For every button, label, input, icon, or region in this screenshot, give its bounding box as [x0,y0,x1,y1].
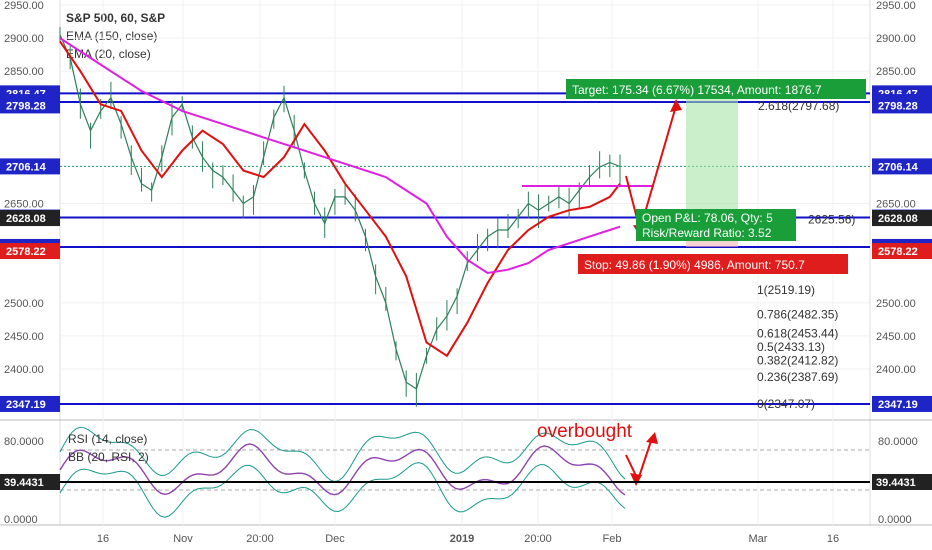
axis-badge-right-bg [872,210,932,227]
fib-layer: 2.618(2797.68) 2625.56) 1(2519.19) 0.786(24… [757,99,855,411]
rsi-tick-0-right: 0.0000 [878,514,912,526]
symbol-title: S&P 500, 60, S&P [66,11,165,25]
axis-badge: 2578.22 2578.22 [0,243,932,260]
bb-lower [59,462,626,518]
axis-badge-right-bg [872,158,932,175]
x-tick-label: 20:00 [524,533,552,545]
time-axis[interactable]: 16 Nov 20:00 Dec 2019 20:00 Feb Mar 16 [97,533,839,545]
level-badge-left: 2347.19 [6,399,46,411]
fib-label: 0.236(2387.69) [757,370,838,384]
y-tick-right: 2400.00 [876,364,916,376]
axis-badge-left: 2706.14 [6,161,47,173]
axis-badge-right: 2798.28 [878,100,918,112]
bb-upper [59,426,626,483]
axis-badge-right-bg [872,97,932,114]
axis-badge-left: 2798.28 [6,100,46,112]
y-tick-left: 2850.00 [4,66,44,78]
axis-badge-left-bg [0,97,60,114]
rsi-layer [59,426,870,518]
rsi-tick-0-left: 0.0000 [4,514,38,526]
rsi-line [59,443,626,496]
target-box[interactable]: Target: 175.34 (6.67%) 17534, Amount: 18… [566,79,866,99]
axis-badge-left: 2578.22 [6,246,46,258]
fib-label: 1(2519.19) [757,283,815,297]
bb-legend: BB (20, RSI, 2) [68,450,149,464]
y-tick-right: 2500.00 [876,298,916,310]
y-tick-right: 2450.00 [876,331,916,343]
axis-badge: 2798.28 2798.28 [0,97,932,114]
y-tick-right: 2950.00 [876,0,916,12]
target-zone [686,98,738,215]
level-badge: 2347.19 2347.19 [0,395,932,412]
stop-box[interactable]: Stop: 49.86 (1.90%) 4986, Amount: 750.7 [578,254,848,274]
open-pnl-text: Open P&L: 78.06, Qty: 5 [642,211,773,225]
level-badge-right: 2347.19 [878,399,918,411]
ema20-legend: EMA (20, close) [66,47,151,61]
rsi-current-badge-left[interactable]: 39.4431 [0,474,60,490]
axis-badge-right: 2706.14 [878,161,919,173]
x-tick-label: 20:00 [246,533,274,545]
x-tick-label: 16 [827,533,839,545]
axis-badge-right: 2628.08 [878,213,918,225]
ema150-legend: EMA (150, close) [66,29,157,43]
price-series [59,34,621,390]
rsi-arrow-up-icon [646,432,658,444]
axis-badge-left: 2628.08 [6,213,46,225]
x-tick-label: 2019 [450,533,474,545]
fib-label: 2.618(2797.68) [758,99,839,113]
y-tick-left: 2650.00 [4,199,44,211]
fib-label: 0.618(2453.44) [757,327,838,341]
fib-label: 2625.56) [808,213,855,227]
rsi-arrow-down-icon [630,473,642,486]
fib-label: 0.786(2482.35) [757,307,838,321]
axis-badge: 2628.08 2628.08 [0,210,932,227]
axis-badge-right: 2578.22 [878,246,918,258]
axis-badge-left-bg [0,210,60,227]
y-tick-left: 2950.00 [4,0,44,12]
stop-text: Stop: 49.86 (1.90%) 4986, Amount: 750.7 [584,258,805,272]
x-tick-label: Dec [325,533,345,545]
axis-badge-right-bg [872,243,932,260]
fib-label: 0.382(2412.82) [757,354,838,368]
level-badge-right-bg [872,395,932,412]
ema20-series [59,40,621,358]
fib-label: 0(2347.07) [757,397,815,411]
overbought-label: overbought [537,421,633,442]
risk-reward-text: Risk/Reward Ratio: 3.52 [642,226,772,240]
rsi-legend: RSI (14, close) [68,432,147,446]
axis-badge-left-bg [0,158,60,175]
y-tick-left: 2400.00 [4,364,44,376]
y-tick-right: 2650.00 [876,199,916,211]
rsi-current-left-text: 39.4431 [4,477,44,489]
y-tick-right: 2900.00 [876,33,916,45]
x-tick-label: 16 [97,533,109,545]
rsi-current-right-text: 39.4431 [876,477,916,489]
projection-arrow-up-icon [670,99,682,112]
x-tick-label: Nov [173,533,193,545]
y-tick-left: 2500.00 [4,298,44,310]
price-badges: 2816.472816.472803.422803.422628.842628.… [0,85,932,412]
y-tick-left: 2450.00 [4,331,44,343]
axis-badge-left-bg [0,243,60,260]
rsi-tick-80-right: 80.0000 [878,436,918,448]
rsi-tick-80-left: 80.0000 [4,436,44,448]
level-badge-left-bg [0,395,60,412]
x-tick-label: Feb [603,533,622,545]
pnl-box[interactable]: Open P&L: 78.06, Qty: 5 Risk/Reward Rati… [636,209,796,241]
y-tick-right: 2850.00 [876,66,916,78]
ema150-series [59,37,621,275]
series-layer [59,26,621,407]
y-tick-left: 2900.00 [4,33,44,45]
axis-badge: 2706.14 2706.14 [0,158,932,175]
fib-label: 0.5(2433.13) [757,340,825,354]
rsi-current-badge-right[interactable]: 39.4431 [872,474,932,490]
x-tick-label: Mar [749,533,768,545]
target-text: Target: 175.34 (6.67%) 17534, Amount: 18… [572,83,822,97]
